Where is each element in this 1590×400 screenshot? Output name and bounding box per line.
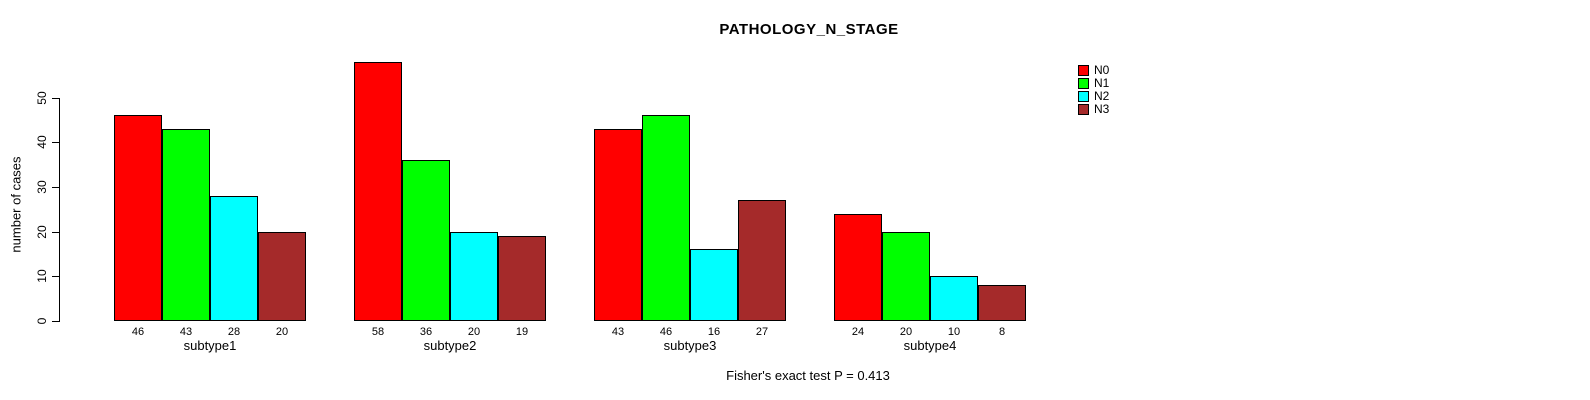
bar-value-label: 16 [707,326,721,338]
y-axis-tick [52,276,59,278]
bar-n0-subtype2 [354,62,402,321]
bar-value-label: 36 [419,326,433,338]
bar-n2-subtype4 [930,276,978,321]
bar-n1-subtype4 [882,232,930,321]
legend-row-n1: N1 [1078,77,1109,90]
legend-row-n3: N3 [1078,103,1109,116]
bar-value-label: 24 [851,326,865,338]
bar-value-label: 28 [227,326,241,338]
bar-value-label: 46 [659,326,673,338]
bar-value-label: 10 [947,326,961,338]
y-axis-tick [52,142,59,144]
bar-n0-subtype4 [834,214,882,321]
bar-n2-subtype1 [210,196,258,321]
legend-label-n3: N3 [1094,102,1110,116]
bar-n3-subtype4 [978,285,1026,321]
y-axis-tick-label: 40 [35,135,49,149]
legend-row-n0: N0 [1078,64,1109,77]
chart-title: PATHOLOGY_N_STAGE [719,21,899,38]
bar-value-label: 43 [611,326,625,338]
bar-n2-subtype2 [450,232,498,321]
bar-n0-subtype1 [114,115,162,321]
category-label-subtype4: subtype4 [903,338,957,353]
bar-n1-subtype1 [162,129,210,321]
y-axis-tick [52,321,59,322]
y-axis-label: number of cases [8,156,24,253]
y-axis-tick-label: 0 [35,317,49,325]
y-axis-tick [52,186,59,188]
bar-value-label: 20 [467,326,481,338]
fisher-test-annotation: Fisher's exact test P = 0.413 [726,368,890,383]
category-label-subtype2: subtype2 [423,338,477,353]
legend-swatch-n1 [1078,78,1089,89]
y-axis-tick-label: 10 [35,269,49,283]
category-label-subtype3: subtype3 [663,338,717,353]
bar-value-label: 43 [179,326,193,338]
y-axis-line [59,97,60,322]
legend-row-n2: N2 [1078,90,1109,103]
bar-value-label: 8 [998,326,1006,338]
y-axis-tick-label: 20 [35,224,49,239]
legend-swatch-n0 [1078,65,1089,76]
bar-value-label: 20 [275,326,289,338]
legend-label-n2: N2 [1094,89,1110,103]
bar-n1-subtype2 [402,160,450,321]
legend-label-n0: N0 [1094,63,1110,77]
y-axis-tick-label: 30 [35,180,49,194]
bar-value-label: 46 [131,326,145,338]
y-axis-tick [52,97,59,99]
legend-swatch-n3 [1078,104,1089,115]
legend: N0 N1 N2 N3 [1078,64,1109,116]
y-axis-tick [52,231,59,233]
bar-value-label: 27 [755,326,769,338]
legend-swatch-n2 [1078,91,1089,102]
bar-value-label: 20 [899,326,913,338]
bar-n3-subtype1 [258,232,306,321]
bar-value-label: 58 [371,326,385,338]
legend-label-n1: N1 [1094,76,1110,90]
bar-n1-subtype3 [642,115,690,321]
bar-value-label: 19 [515,326,529,338]
category-label-subtype1: subtype1 [183,338,237,353]
bar-n3-subtype2 [498,236,546,321]
bar-n2-subtype3 [690,249,738,321]
bar-n3-subtype3 [738,200,786,321]
bar-n0-subtype3 [594,129,642,321]
y-axis-tick-label: 50 [35,90,49,105]
